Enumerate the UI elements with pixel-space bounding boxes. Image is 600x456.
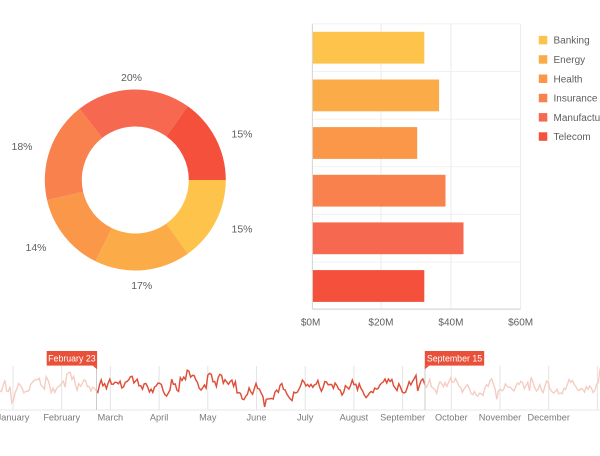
svg-text:15%: 15% <box>231 224 252 236</box>
svg-text:May: May <box>199 413 217 423</box>
svg-text:December: December <box>528 413 570 423</box>
svg-text:April: April <box>150 413 168 423</box>
svg-text:February: February <box>43 413 80 423</box>
svg-text:Insurance: Insurance <box>554 94 598 105</box>
svg-text:15%: 15% <box>231 129 252 141</box>
svg-text:June: June <box>247 413 267 423</box>
svg-text:September 15: September 15 <box>427 353 482 363</box>
svg-text:November: November <box>479 413 521 423</box>
svg-text:$0M: $0M <box>301 318 320 329</box>
svg-text:Energy: Energy <box>554 55 586 66</box>
svg-text:July: July <box>297 413 314 423</box>
svg-text:October: October <box>435 413 468 423</box>
svg-text:September: September <box>380 413 425 423</box>
svg-text:Banking: Banking <box>554 36 590 47</box>
svg-text:Health: Health <box>554 74 583 85</box>
svg-text:14%: 14% <box>25 242 46 254</box>
svg-text:March: March <box>98 413 124 423</box>
svg-text:$40M: $40M <box>438 318 463 329</box>
svg-text:Telecom: Telecom <box>554 132 591 143</box>
svg-text:Manufacturing: Manufacturing <box>554 113 600 124</box>
svg-text:February 23: February 23 <box>48 353 96 363</box>
svg-text:17%: 17% <box>131 280 152 292</box>
svg-text:$60M: $60M <box>508 318 533 329</box>
svg-text:20%: 20% <box>121 72 142 84</box>
svg-text:18%: 18% <box>11 141 32 153</box>
svg-text:$20M: $20M <box>368 318 393 329</box>
svg-text:January: January <box>0 413 30 423</box>
svg-text:August: August <box>340 413 369 423</box>
